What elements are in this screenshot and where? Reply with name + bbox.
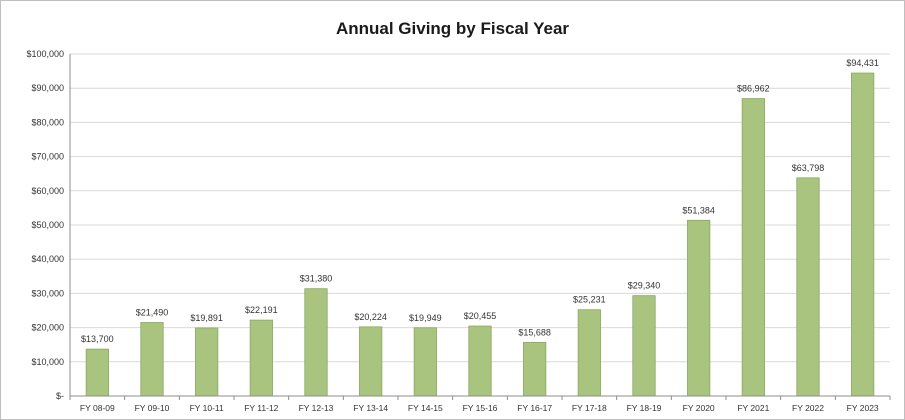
x-tick-label: FY 2023 xyxy=(847,403,879,413)
y-tick-label: $60,000 xyxy=(31,186,64,196)
bar xyxy=(249,319,273,397)
y-tick-label: $80,000 xyxy=(31,117,64,127)
y-tick-label: $20,000 xyxy=(31,323,64,333)
x-tick-label: FY 08-09 xyxy=(80,403,115,413)
data-label: $31,380 xyxy=(300,274,333,284)
y-axis: $- $10,000 $20,000 $30,000 $40,000 $50,000 $60… xyxy=(26,49,71,401)
y-tick-label: $50,000 xyxy=(31,220,64,230)
bar xyxy=(632,295,656,397)
data-label: $63,798 xyxy=(792,163,825,173)
data-label: $15,688 xyxy=(518,327,551,337)
x-tick-label: FY 2020 xyxy=(683,403,715,413)
data-label: $19,891 xyxy=(190,313,223,323)
x-tick-label: FY 18-19 xyxy=(627,403,662,413)
x-tick-label: FY 2021 xyxy=(737,403,769,413)
bar xyxy=(195,327,219,397)
data-label: $86,962 xyxy=(737,84,770,94)
data-label: $21,490 xyxy=(136,308,169,318)
y-tick-label: $70,000 xyxy=(31,152,64,162)
x-tick-label: FY 14-15 xyxy=(408,403,443,413)
x-tick-label: FY 12-13 xyxy=(299,403,334,413)
bar xyxy=(304,288,328,397)
x-tick-label: FY 16-17 xyxy=(517,403,552,413)
bar xyxy=(741,98,765,397)
data-label: $51,384 xyxy=(682,205,715,215)
bar xyxy=(468,325,492,397)
x-tick-label: FY 10-11 xyxy=(190,403,224,413)
bar xyxy=(851,72,875,397)
data-label: $22,191 xyxy=(245,305,278,315)
data-labels: $13,700 $21,490 $19,891 $22,191 $31,380 $20,2… xyxy=(81,58,879,344)
x-tick-label: FY 09-10 xyxy=(135,403,170,413)
data-label: $94,431 xyxy=(846,58,879,68)
bar xyxy=(85,348,109,397)
y-tick-label: $- xyxy=(56,391,64,401)
bars xyxy=(85,72,875,397)
chart-title: Annual Giving by Fiscal Year xyxy=(335,19,570,38)
x-tick-label: FY 17-18 xyxy=(572,403,607,413)
bar xyxy=(523,341,547,397)
y-tick-label: $90,000 xyxy=(31,83,64,93)
x-tick-label: FY 2022 xyxy=(792,403,824,413)
x-tick-label: FY 13-14 xyxy=(353,403,388,413)
data-label: $19,949 xyxy=(409,313,442,323)
x-tick-label: FY 11-12 xyxy=(244,403,278,413)
bar xyxy=(577,309,601,397)
x-tick-label: FY 15-16 xyxy=(463,403,498,413)
bar xyxy=(413,327,437,397)
data-label: $20,455 xyxy=(464,311,497,321)
y-tick-label: $10,000 xyxy=(31,357,64,367)
data-label: $20,224 xyxy=(354,312,387,322)
bar xyxy=(359,326,383,397)
bar xyxy=(140,322,164,397)
data-label: $13,700 xyxy=(81,334,114,344)
y-tick-label: $100,000 xyxy=(26,49,64,59)
bar xyxy=(687,219,711,397)
bar xyxy=(796,177,820,397)
y-tick-label: $40,000 xyxy=(31,254,64,264)
x-axis: FY 08-09 FY 09-10 FY 10-11 FY 11-12 FY 12-13… xyxy=(69,395,891,413)
data-label: $29,340 xyxy=(628,281,661,291)
data-label: $25,231 xyxy=(573,295,606,305)
y-tick-label: $30,000 xyxy=(31,288,64,298)
